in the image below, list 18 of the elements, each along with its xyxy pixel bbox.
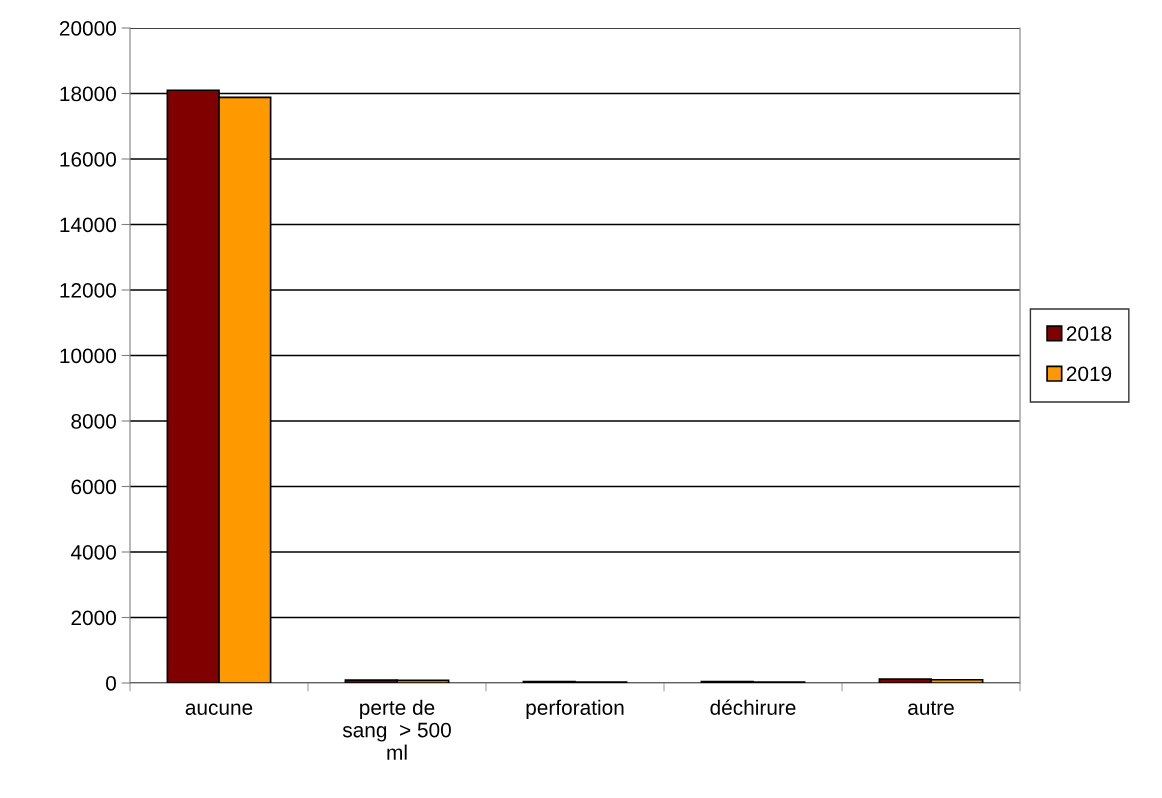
- y-tick-label: 20000: [59, 21, 116, 36]
- legend-label: 2018: [1066, 326, 1112, 341]
- y-tick-label: 4000: [70, 545, 116, 560]
- y-tick-label: 16000: [60, 152, 116, 167]
- y-tick-label: 0: [106, 676, 116, 691]
- y-tick-label: 8000: [71, 414, 116, 429]
- x-tick-label: autre: [908, 701, 954, 715]
- x-tick-label: aucune: [185, 703, 253, 715]
- legend-label: 2019: [1066, 366, 1112, 382]
- y-tick-label: 2000: [71, 610, 116, 626]
- y-tick-label: 14000: [60, 217, 116, 233]
- y-tick-label: 6000: [71, 479, 116, 495]
- x-tick-label: déchirure: [710, 699, 796, 715]
- y-tick-label: 12000: [60, 283, 116, 298]
- x-tick-label: perforation: [526, 699, 624, 720]
- x-tick-label: perte de sang > 500 ml: [342, 699, 451, 760]
- y-tick-label: 10000: [60, 348, 116, 364]
- y-tick-label: 18000: [60, 86, 116, 102]
